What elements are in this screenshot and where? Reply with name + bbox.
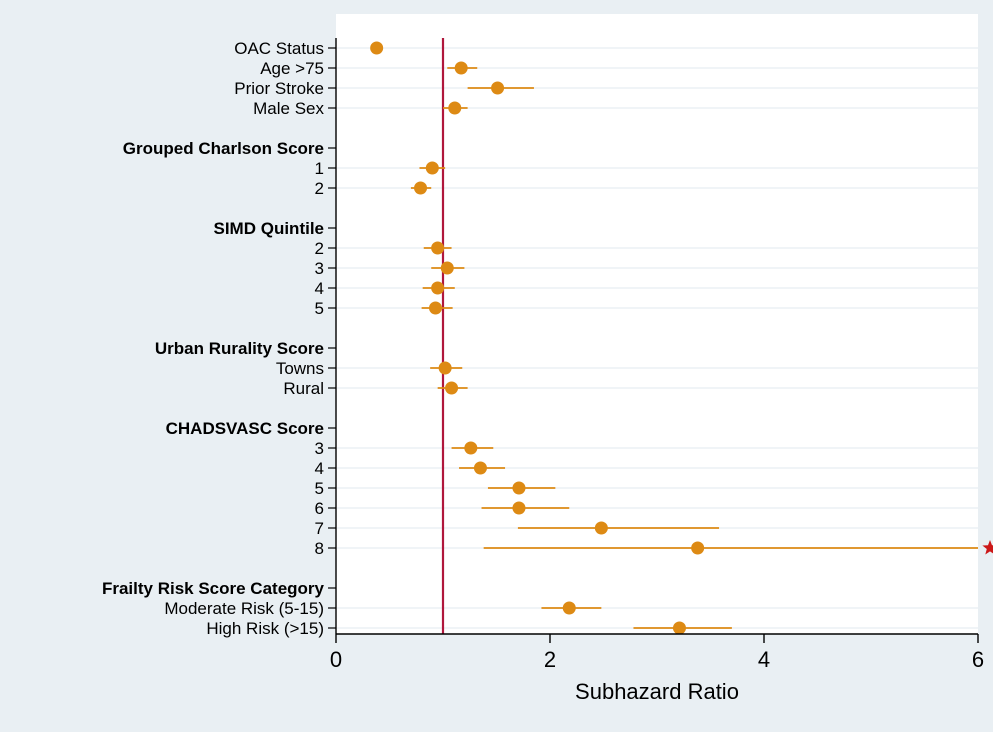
point-estimate: [445, 381, 459, 395]
x-tick-label: 0: [330, 647, 342, 672]
row-label: 4: [315, 279, 324, 298]
x-axis-title: Subhazard Ratio: [575, 679, 739, 704]
point-estimate: [454, 61, 468, 75]
x-tick-label: 6: [972, 647, 984, 672]
row-label: 5: [315, 479, 324, 498]
x-tick-label: 4: [758, 647, 770, 672]
point-estimate: [672, 621, 686, 635]
point-estimate: [431, 281, 445, 295]
row-label: 5: [315, 299, 324, 318]
row-label: OAC Status: [234, 39, 324, 58]
point-estimate: [464, 441, 478, 455]
point-estimate: [448, 101, 462, 115]
point-estimate: [431, 241, 445, 255]
row-label: 3: [315, 259, 324, 278]
row-label: 4: [315, 459, 324, 478]
row-label: Prior Stroke: [234, 79, 324, 98]
row-label: 6: [315, 499, 324, 518]
row-label: Age >75: [260, 59, 324, 78]
point-estimate: [425, 161, 439, 175]
point-estimate: [473, 461, 487, 475]
row-label: 7: [315, 519, 324, 538]
row-label: Rural: [283, 379, 324, 398]
point-estimates: [370, 41, 993, 635]
point-estimate: [512, 481, 526, 495]
row-label: Moderate Risk (5-15): [164, 599, 324, 618]
point-estimate: [438, 361, 452, 375]
point-estimate: [562, 601, 576, 615]
group-label: SIMD Quintile: [214, 219, 325, 238]
point-estimate: [691, 541, 705, 555]
point-estimate: [512, 501, 526, 515]
group-label: Urban Rurality Score: [155, 339, 324, 358]
axes: 0 2 4 6: [328, 38, 984, 672]
row-label: Towns: [276, 359, 324, 378]
point-estimate: [370, 41, 384, 55]
point-estimate: [414, 181, 428, 195]
point-estimate: [440, 261, 454, 275]
row-label: Male Sex: [253, 99, 324, 118]
row-label: 8: [315, 539, 324, 558]
x-tick-label: 2: [544, 647, 556, 672]
point-estimate: [429, 301, 443, 315]
row-label: 2: [315, 179, 324, 198]
row-label: 1: [315, 159, 324, 178]
group-label: Frailty Risk Score Category: [102, 579, 325, 598]
row-label: High Risk (>15): [206, 619, 324, 638]
plot-area: [336, 14, 978, 634]
row-label: 2: [315, 239, 324, 258]
point-estimate: [491, 81, 505, 95]
group-label: Grouped Charlson Score: [123, 139, 324, 158]
truncation-star-icon: [982, 540, 993, 555]
row-label: 3: [315, 439, 324, 458]
group-label: CHADSVASC Score: [166, 419, 324, 438]
point-estimate: [594, 521, 608, 535]
